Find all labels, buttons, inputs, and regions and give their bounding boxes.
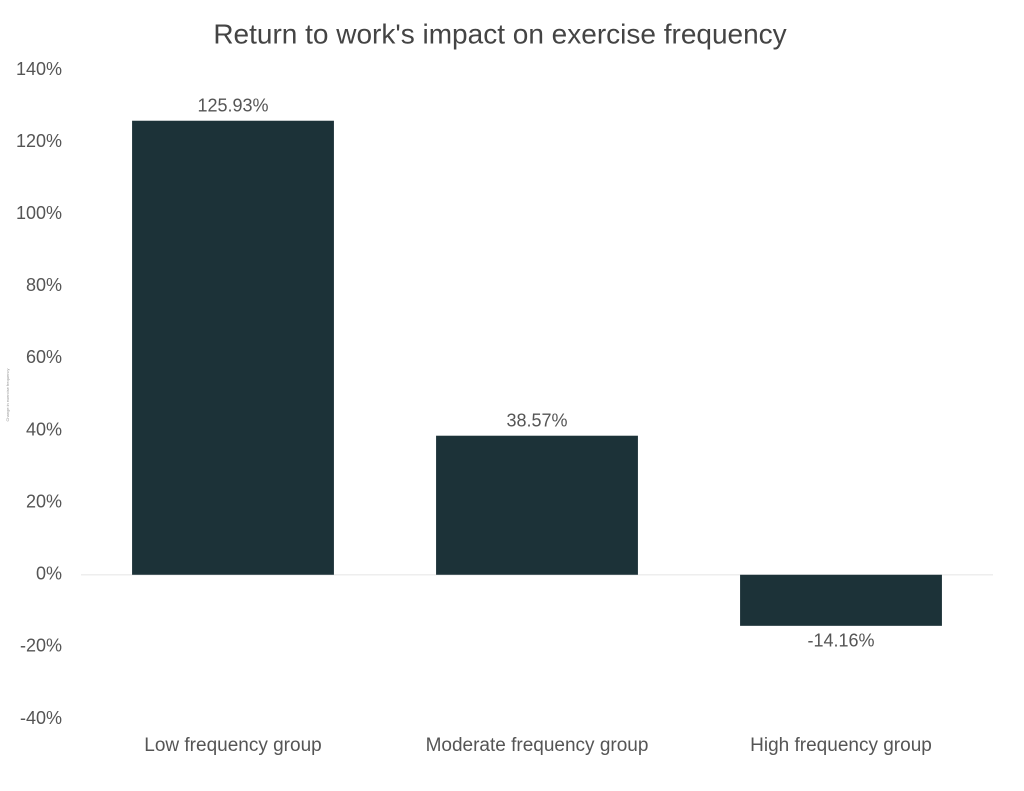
x-tick-label: Low frequency group [144,735,321,756]
y-tick-label: -40% [20,708,62,728]
bar [740,574,942,626]
y-tick-label: 80% [26,275,62,295]
y-tick-label: 140% [16,59,62,79]
x-tick-label: Moderate frequency group [426,735,649,756]
y-tick-label: 60% [26,347,62,367]
bar [436,435,638,575]
y-tick-label: 20% [26,491,62,511]
y-tick-label: 0% [36,564,62,584]
value-label: -14.16% [807,631,874,651]
y-tick-label: 120% [16,131,62,151]
bar [132,120,334,575]
x-tick-label: High frequency group [750,735,932,756]
value-label: 38.57% [506,410,567,430]
y-tick-label: 40% [26,419,62,439]
y-tick-label: -20% [20,636,62,656]
value-label: 125.93% [197,95,268,115]
chart-title: Return to work's impact on exercise freq… [213,18,786,49]
y-axis-label: Change in exercise frequency [5,369,10,422]
y-tick-label: 100% [16,203,62,223]
